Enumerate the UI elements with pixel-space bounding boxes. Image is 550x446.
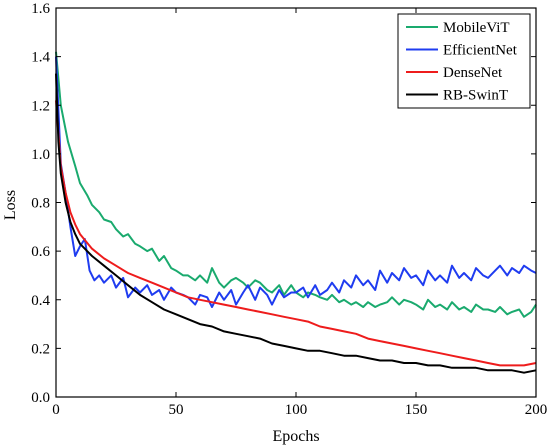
x-tick-label: 50 <box>169 402 184 418</box>
y-tick-label: 1.6 <box>31 1 50 17</box>
y-tick-label: 1.4 <box>31 50 50 66</box>
y-tick-label: 0.0 <box>31 390 50 406</box>
legend-label-mobilevit: MobileViT <box>443 20 510 36</box>
series-layer <box>55 51 537 374</box>
legend: MobileViT EfficientNet DenseNet RB-SwinT <box>397 13 531 109</box>
y-tick-label: 1.2 <box>31 98 50 114</box>
x-tick-label: 200 <box>525 402 548 418</box>
x-tick-label: 100 <box>285 402 308 418</box>
axis-layer: 0 50 100 150 200 0.0 0.2 0.4 0.6 0.8 1.0 1.2 1.4 1.6 <box>31 1 547 418</box>
y-tick-label: 0.2 <box>31 341 50 357</box>
y-axis-title: Loss <box>2 190 19 220</box>
x-tick-label: 150 <box>405 402 428 418</box>
y-tick-label: 1.0 <box>31 147 50 163</box>
series-line-efficientnet <box>55 56 537 308</box>
series-line-rb-swint <box>55 73 537 374</box>
legend-label-densenet: DenseNet <box>443 65 503 81</box>
legend-box <box>397 13 531 109</box>
legend-label-rb-swint: RB-SwinT <box>443 88 508 104</box>
y-tick-label: 0.8 <box>31 196 50 212</box>
x-axis-title: Epochs <box>272 428 319 445</box>
y-tick-label: 0.6 <box>31 244 50 260</box>
y-tick-label: 0.4 <box>31 293 50 309</box>
legend-label-efficientnet: EfficientNet <box>443 43 518 59</box>
series-line-densenet <box>55 100 537 367</box>
x-tick-label: 0 <box>52 402 60 418</box>
